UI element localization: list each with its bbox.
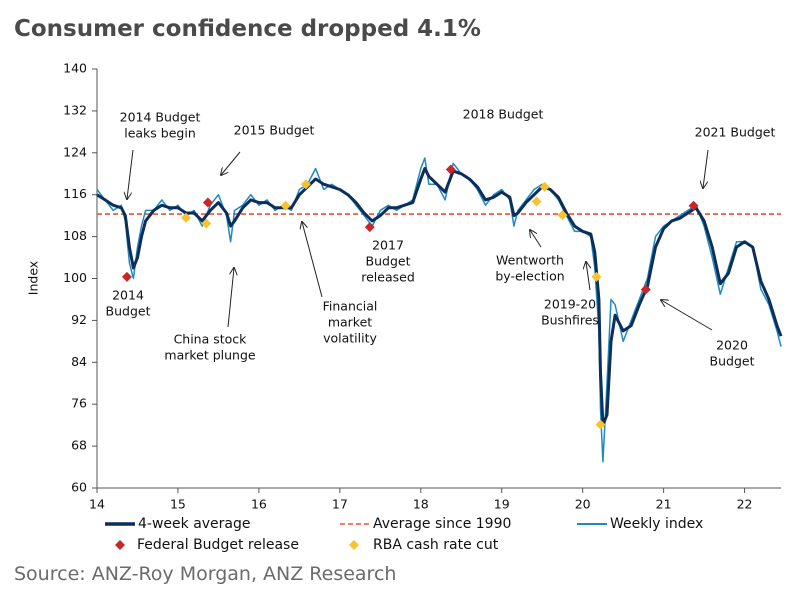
- annotation: volatility: [323, 331, 377, 346]
- annotation: leaks begin: [124, 126, 196, 141]
- event-marker: [640, 284, 651, 295]
- annotation: Budget: [366, 254, 411, 269]
- legend-swatch: [115, 540, 125, 550]
- annotation: market plunge: [164, 348, 256, 363]
- annotation: Bushfires: [541, 313, 599, 328]
- y-tick-label: 132: [63, 102, 87, 117]
- annotation: 2021 Budget: [695, 125, 776, 140]
- event-marker: [181, 212, 192, 223]
- annotation: 2014: [112, 288, 144, 303]
- annotation: 2018 Budget: [463, 107, 544, 122]
- x-tick-label: 16: [251, 497, 267, 512]
- y-axis-label: Index: [26, 261, 41, 295]
- chart-title: Consumer confidence dropped 4.1%: [14, 16, 481, 42]
- x-tick-label: 14: [89, 497, 105, 512]
- y-tick-label: 108: [63, 228, 87, 243]
- annotation: 2020: [716, 338, 748, 353]
- x-tick-label: 19: [494, 497, 510, 512]
- annotation: Budget: [106, 304, 151, 319]
- legend-swatch: [349, 540, 359, 550]
- annotation: China stock: [174, 332, 248, 347]
- event-marker: [591, 271, 602, 282]
- legend-label: RBA cash rate cut: [373, 537, 499, 553]
- y-tick-label: 60: [71, 480, 87, 495]
- annotation: 2019-20: [544, 297, 596, 312]
- x-tick-label: 15: [170, 497, 186, 512]
- y-tick-label: 76: [71, 396, 87, 411]
- annotation: 2015 Budget: [234, 123, 315, 138]
- event-marker: [280, 200, 291, 211]
- legend-label: Weekly index: [610, 516, 703, 532]
- series-line: [96, 157, 782, 463]
- x-tick-label: 21: [656, 497, 672, 512]
- event-marker: [557, 210, 568, 221]
- annotation: Wentworth: [496, 253, 564, 268]
- annotation: Financial: [323, 299, 378, 314]
- y-tick-label: 100: [63, 270, 87, 285]
- x-tick-label: 20: [575, 497, 591, 512]
- annotation: released: [361, 270, 415, 285]
- event-marker: [364, 222, 375, 233]
- event-marker: [202, 197, 213, 208]
- source: Source: ANZ-Roy Morgan, ANZ Research: [14, 563, 396, 585]
- legend-label: 4-week average: [138, 516, 251, 532]
- annotation: 2014 Budget: [120, 110, 201, 125]
- y-tick-label: 68: [71, 438, 87, 453]
- y-tick-label: 124: [63, 144, 87, 159]
- event-marker: [445, 164, 456, 175]
- event-marker: [595, 419, 606, 430]
- event-marker: [121, 271, 132, 282]
- event-marker: [300, 179, 311, 190]
- annotation: by-election: [495, 269, 564, 284]
- x-tick-label: 18: [413, 497, 429, 512]
- y-tick-label: 84: [71, 354, 87, 369]
- series-line: [96, 167, 783, 427]
- event-marker: [201, 218, 212, 229]
- annotation: market: [328, 315, 372, 330]
- event-marker: [531, 196, 542, 207]
- y-tick-label: 140: [63, 61, 87, 76]
- y-tick-label: 92: [71, 312, 87, 327]
- x-tick-label: 22: [737, 497, 753, 512]
- annotation: Budget: [710, 354, 755, 369]
- legend-label: Federal Budget release: [137, 537, 299, 553]
- x-tick-label: 17: [332, 497, 348, 512]
- event-marker: [688, 200, 699, 211]
- arrows: [127, 149, 713, 331]
- annotation: 2017: [372, 238, 404, 253]
- event-marker: [539, 181, 550, 192]
- y-tick-label: 116: [63, 186, 87, 201]
- legend-label: Average since 1990: [373, 516, 511, 532]
